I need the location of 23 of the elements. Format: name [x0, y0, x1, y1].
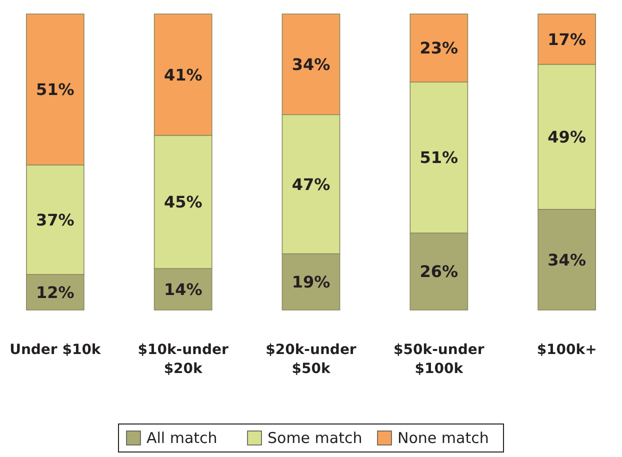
legend-label: None match [398, 429, 489, 447]
data-label: 23% [420, 38, 458, 58]
data-label: 26% [420, 262, 458, 282]
data-label: 41% [164, 65, 202, 84]
data-label: 47% [292, 174, 330, 194]
x-tick-label: $10k-under $20k [138, 342, 229, 377]
legend-label: All match [146, 429, 218, 447]
data-label: 14% [164, 280, 202, 299]
data-label: 49% [548, 127, 586, 146]
legend-label: Some match [268, 429, 362, 447]
data-label: 45% [164, 192, 202, 212]
x-tick-label: $50k-under $100k [394, 342, 484, 377]
data-label: 19% [292, 272, 330, 292]
data-label: 17% [548, 30, 586, 49]
x-tick-label: Under $10k [10, 342, 102, 358]
data-label: 37% [36, 210, 74, 230]
data-label: 51% [420, 148, 458, 168]
data-label: 34% [292, 54, 330, 74]
data-label: 12% [36, 282, 74, 302]
data-label: 51% [36, 80, 74, 100]
x-tick-label: $20k-under $50k [266, 342, 356, 377]
data-label: 34% [548, 250, 586, 270]
x-tick-label: $100k+ [536, 342, 597, 358]
